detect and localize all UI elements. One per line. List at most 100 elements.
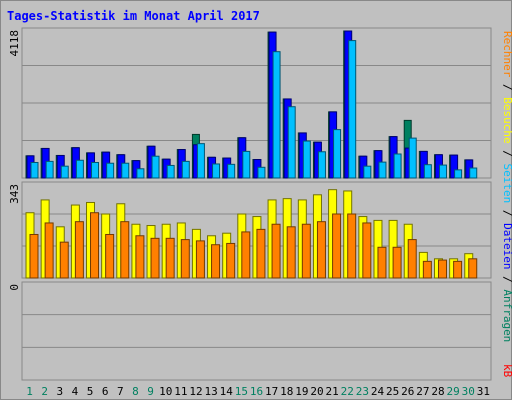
bar-rechner-day-2 xyxy=(44,222,54,279)
bar-rechner-day-10 xyxy=(165,237,175,279)
x-tick-label-11: 11 xyxy=(174,385,187,398)
bar-seiten-day-14 xyxy=(227,163,236,179)
right-legend: Rechner / Besuche / Seiten / Dateien / A… xyxy=(501,31,512,378)
x-tick-label-31: 31 xyxy=(477,385,490,398)
y-max-label: 343 xyxy=(8,184,21,204)
bar-rechner-day-8 xyxy=(135,235,145,279)
x-tick-label-21: 21 xyxy=(326,385,339,398)
bar-rechner-day-29 xyxy=(453,260,463,279)
bar-seiten-day-10 xyxy=(166,164,175,179)
bar-rechner-day-19 xyxy=(301,223,311,279)
x-tick-label-22: 22 xyxy=(341,385,354,398)
bar-seiten-day-3 xyxy=(60,165,69,179)
x-tick-label-25: 25 xyxy=(386,385,399,398)
legend-entry: Dateien xyxy=(501,223,512,269)
bar-rechner-day-4 xyxy=(74,221,84,279)
bar-seiten-day-30 xyxy=(469,167,478,179)
bar-rechner-day-20 xyxy=(316,221,326,279)
x-tick-label-20: 20 xyxy=(310,385,323,398)
bar-seiten-day-18 xyxy=(287,106,296,179)
bar-seiten-day-19 xyxy=(302,140,311,179)
bar-seiten-day-4 xyxy=(75,159,84,179)
bar-rechner-day-16 xyxy=(256,228,266,279)
bar-rechner-day-18 xyxy=(286,226,296,279)
x-tick-label-24: 24 xyxy=(371,385,385,398)
bar-rechner-day-3 xyxy=(59,241,69,279)
x-tick-label-17: 17 xyxy=(265,385,278,398)
legend-entry-kb: kB xyxy=(501,364,512,378)
legend-entry: / xyxy=(501,77,512,97)
legend-entry: / xyxy=(501,269,512,289)
x-tick-label-27: 27 xyxy=(416,385,429,398)
x-tick-label-16: 16 xyxy=(250,385,263,398)
bar-rechner-day-22 xyxy=(347,213,357,279)
bar-rechner-day-14 xyxy=(226,242,236,279)
bar-rechner-day-1 xyxy=(29,233,39,279)
bar-seiten-day-17 xyxy=(272,51,281,179)
bar-seiten-day-20 xyxy=(317,151,326,179)
x-tick-label-30: 30 xyxy=(462,385,475,398)
bar-rechner-day-24 xyxy=(377,246,387,279)
bar-seiten-day-11 xyxy=(181,160,190,179)
bar-seiten-day-12 xyxy=(196,143,205,179)
x-tick-label-18: 18 xyxy=(280,385,293,398)
x-tick-label-28: 28 xyxy=(431,385,444,398)
x-tick-label-10: 10 xyxy=(159,385,172,398)
x-tick-label-9: 9 xyxy=(147,385,154,398)
x-tick-label-19: 19 xyxy=(295,385,308,398)
x-tick-label-12: 12 xyxy=(189,385,202,398)
x-tick-label-8: 8 xyxy=(132,385,139,398)
bar-rechner-day-11 xyxy=(180,239,190,279)
bar-seiten-day-8 xyxy=(136,168,145,179)
bar-rechner-day-28 xyxy=(437,259,447,279)
legend-entry: Rechner xyxy=(501,31,512,78)
chart-title: Tages-Statistik im Monat April 2017 xyxy=(7,9,260,23)
x-tick-label-1: 1 xyxy=(26,385,33,398)
bar-seiten-day-9 xyxy=(151,155,160,179)
bar-seiten-day-27 xyxy=(423,164,432,179)
bar-rechner-day-17 xyxy=(271,223,281,279)
bar-seiten-day-15 xyxy=(242,150,251,179)
bar-rechner-day-13 xyxy=(211,244,221,279)
y-max-label: 4118 xyxy=(8,30,21,57)
bar-rechner-day-7 xyxy=(120,221,130,279)
bar-seiten-day-23 xyxy=(363,165,372,179)
x-tick-label-14: 14 xyxy=(220,385,234,398)
panel-middle: 343 xyxy=(8,181,492,279)
panel-bottom: 0 xyxy=(8,281,492,381)
bar-rechner-day-23 xyxy=(362,222,372,279)
bar-seiten-day-13 xyxy=(212,163,221,179)
bar-rechner-day-6 xyxy=(105,233,115,279)
bar-rechner-day-12 xyxy=(195,240,205,279)
legend-entry: / xyxy=(501,203,512,223)
right-legend-text: Rechner / Besuche / Seiten / Dateien / A… xyxy=(501,31,512,342)
bar-rechner-day-9 xyxy=(150,237,160,279)
x-tick-label-23: 23 xyxy=(356,385,369,398)
bar-seiten-day-22 xyxy=(348,40,357,179)
bar-rechner-day-21 xyxy=(332,213,342,279)
legend-entry: Seiten xyxy=(501,163,512,203)
plot-area xyxy=(21,281,492,381)
legend-entry: / xyxy=(501,144,512,164)
bar-rechner-day-25 xyxy=(392,246,402,279)
bar-seiten-day-6 xyxy=(106,162,115,179)
bar-rechner-day-5 xyxy=(90,212,100,279)
bar-rechner-day-15 xyxy=(241,231,251,279)
x-tick-label-15: 15 xyxy=(235,385,248,398)
x-tick-label-2: 2 xyxy=(41,385,48,398)
bar-seiten-day-26 xyxy=(408,137,417,179)
bar-rechner-day-27 xyxy=(422,260,432,279)
legend-entry: Anfragen xyxy=(501,289,512,342)
bar-seiten-day-5 xyxy=(91,161,100,179)
bar-seiten-day-1 xyxy=(30,161,39,179)
bar-seiten-day-24 xyxy=(378,161,387,179)
bar-seiten-day-16 xyxy=(257,166,266,179)
x-tick-label-4: 4 xyxy=(72,385,79,398)
bar-seiten-day-28 xyxy=(438,164,447,179)
x-tick-label-26: 26 xyxy=(401,385,414,398)
x-tick-label-13: 13 xyxy=(204,385,217,398)
y-max-label: 0 xyxy=(8,284,21,291)
